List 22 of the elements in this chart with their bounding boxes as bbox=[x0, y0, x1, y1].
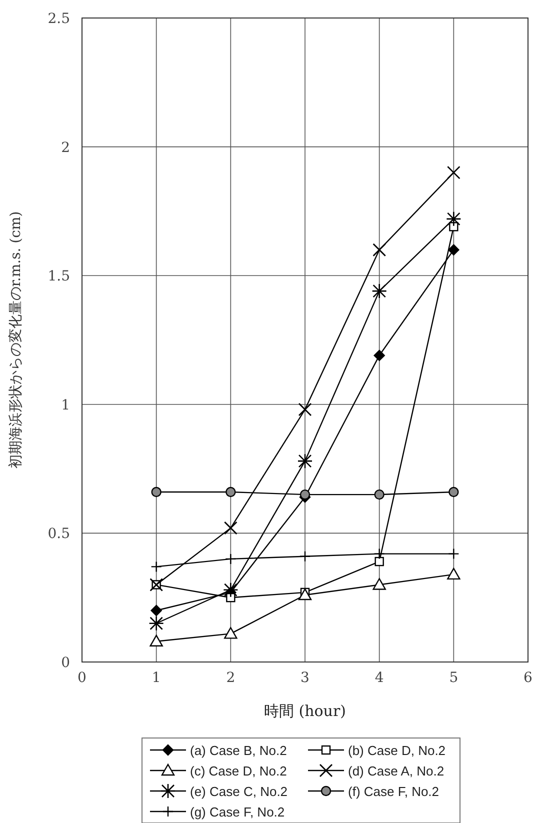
y-tick-label: 2 bbox=[61, 140, 70, 156]
legend-label: (c) Case D, No.2 bbox=[190, 764, 287, 778]
y-tick-label: 0 bbox=[61, 655, 70, 671]
x-tick-label: 4 bbox=[374, 670, 384, 686]
y-tick-label: 0.5 bbox=[48, 526, 70, 542]
x-tick-label: 1 bbox=[152, 670, 161, 686]
legend-label: (a) Case B, No.2 bbox=[190, 743, 287, 758]
x-tick-label: 3 bbox=[300, 670, 310, 686]
legend-label: (b) Case D, No.2 bbox=[348, 743, 446, 758]
y-tick-label: 1.5 bbox=[48, 268, 70, 285]
x-axis-title: 時間 (hour) bbox=[264, 702, 346, 720]
x-tick-label: 2 bbox=[226, 670, 236, 686]
legend-label: (f) Case F, No.2 bbox=[348, 784, 440, 799]
legend-label: (g) Case F, No.2 bbox=[190, 804, 285, 820]
legend-label: (d) Case A, No.2 bbox=[348, 764, 444, 778]
y-tick-label: 1 bbox=[61, 397, 70, 414]
y-tick-label: 2.5 bbox=[48, 11, 70, 27]
y-axis-title: 初期海浜形状からの変化量のr.m.s. (cm) bbox=[8, 211, 24, 469]
x-tick-label: 5 bbox=[449, 670, 458, 686]
x-tick-label: 0 bbox=[78, 670, 86, 686]
x-tick-label: 6 bbox=[524, 670, 533, 686]
legend-label: (e) Case C, No.2 bbox=[190, 784, 288, 799]
